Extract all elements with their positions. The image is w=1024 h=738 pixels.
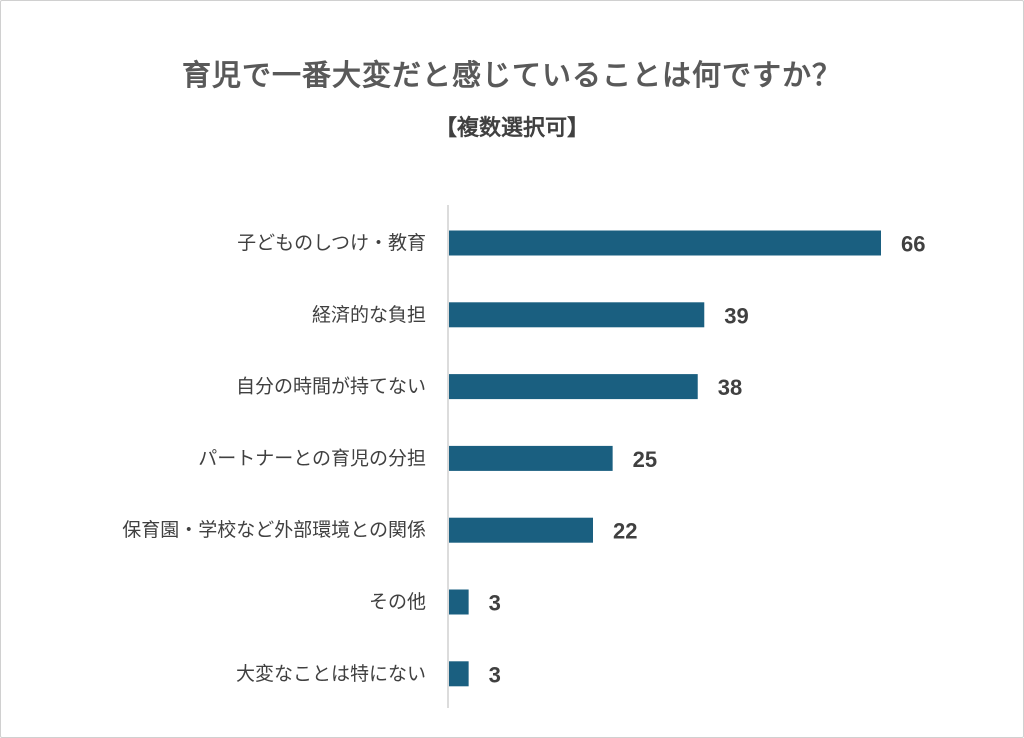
category-label: 保育園・学校など外部環境との関係 <box>122 519 426 541</box>
bar <box>449 517 593 543</box>
data-label: 38 <box>718 375 742 400</box>
category-label: パートナーとの育児の分担 <box>198 447 426 469</box>
data-label: 66 <box>901 232 925 257</box>
bar <box>449 589 469 615</box>
chart-title: 育児で一番大変だと感じていることは何ですか？ <box>181 58 842 92</box>
data-label: 39 <box>724 303 748 328</box>
data-label: 3 <box>489 591 501 616</box>
category-label: その他 <box>369 591 426 613</box>
category-label: 自分の時間が持てない <box>236 376 426 398</box>
data-label: 25 <box>633 447 657 472</box>
data-label: 22 <box>613 519 637 544</box>
bar <box>449 374 698 400</box>
category-label: 経済的な負担 <box>312 304 426 326</box>
bar <box>449 445 613 471</box>
bars-layer: 子どものしつけ・教育 66 経済的な負担 39 自分の時間が持てない 38 パートナーとの育… <box>122 230 925 687</box>
bar <box>449 661 469 687</box>
category-label: 大変なことは特にない <box>236 663 426 685</box>
chart-subtitle: 【複数選択可】 <box>434 116 589 141</box>
data-label: 3 <box>489 662 501 687</box>
bar <box>449 230 881 256</box>
bar <box>449 302 705 328</box>
category-label: 子どものしつけ・教育 <box>237 232 426 254</box>
